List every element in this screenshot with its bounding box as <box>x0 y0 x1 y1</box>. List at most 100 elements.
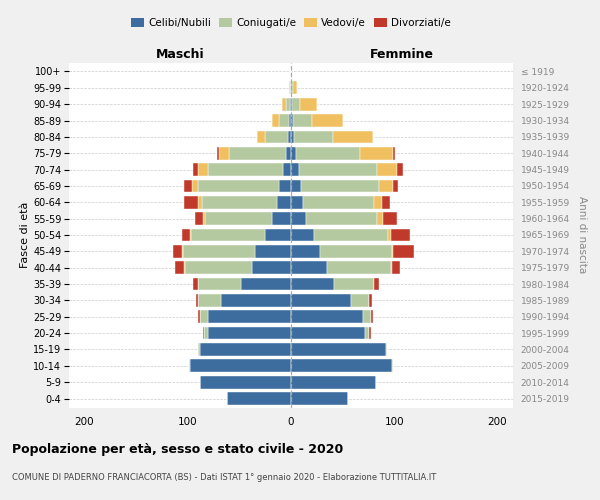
Bar <box>203 326 204 340</box>
Bar <box>198 163 208 176</box>
Bar <box>371 310 373 323</box>
Bar <box>257 130 265 143</box>
Bar <box>370 294 371 307</box>
Bar <box>392 262 400 274</box>
Bar <box>204 326 208 340</box>
Bar <box>203 212 205 225</box>
Bar <box>304 196 374 208</box>
Bar <box>301 180 379 192</box>
Bar <box>190 360 291 372</box>
Bar <box>374 278 379 290</box>
Bar <box>365 326 370 340</box>
Text: Popolazione per età, sesso e stato civile - 2020: Popolazione per età, sesso e stato civil… <box>12 442 343 456</box>
Bar <box>388 228 391 241</box>
Bar <box>198 278 241 290</box>
Bar <box>198 294 221 307</box>
Bar <box>272 114 278 127</box>
Bar <box>198 196 202 208</box>
Bar <box>391 262 392 274</box>
Bar <box>391 228 410 241</box>
Bar <box>173 245 182 258</box>
Bar <box>393 147 395 160</box>
Bar <box>291 196 304 208</box>
Bar <box>299 163 377 176</box>
Bar <box>379 180 393 192</box>
Bar <box>208 326 291 340</box>
Text: Femmine: Femmine <box>370 48 433 61</box>
Bar <box>291 326 365 340</box>
Bar <box>377 163 397 176</box>
Bar <box>291 278 334 290</box>
Bar <box>382 196 390 208</box>
Y-axis label: Fasce di età: Fasce di età <box>20 202 30 268</box>
Bar <box>351 294 370 307</box>
Bar <box>200 376 291 388</box>
Bar <box>291 147 296 160</box>
Bar <box>374 196 382 208</box>
Bar <box>289 114 291 127</box>
Bar <box>205 212 272 225</box>
Bar <box>198 180 278 192</box>
Bar <box>196 294 198 307</box>
Bar <box>320 245 392 258</box>
Bar <box>393 245 414 258</box>
Bar <box>291 294 351 307</box>
Bar <box>296 147 360 160</box>
Bar <box>193 163 198 176</box>
Bar <box>291 180 301 192</box>
Bar <box>184 196 198 208</box>
Bar <box>286 147 291 160</box>
Bar <box>300 98 317 110</box>
Bar <box>200 343 291 356</box>
Legend: Celibi/Nubili, Coniugati/e, Vedovi/e, Divorziati/e: Celibi/Nubili, Coniugati/e, Vedovi/e, Di… <box>127 14 455 32</box>
Bar <box>370 326 371 340</box>
Bar <box>393 180 398 192</box>
Bar <box>383 212 397 225</box>
Bar <box>208 310 291 323</box>
Bar <box>192 180 198 192</box>
Bar <box>229 147 286 160</box>
Bar <box>291 343 386 356</box>
Bar <box>307 212 377 225</box>
Bar <box>293 114 311 127</box>
Bar <box>182 228 190 241</box>
Bar <box>392 360 393 372</box>
Bar <box>278 180 291 192</box>
Bar <box>189 360 190 372</box>
Bar <box>291 262 327 274</box>
Bar <box>386 343 387 356</box>
Bar <box>193 278 198 290</box>
Bar <box>185 262 252 274</box>
Bar <box>293 82 297 94</box>
Text: Maschi: Maschi <box>156 48 205 61</box>
Bar <box>292 98 300 110</box>
Bar <box>182 245 255 258</box>
Bar <box>191 228 265 241</box>
Bar <box>252 262 291 274</box>
Bar <box>255 245 291 258</box>
Bar <box>200 310 208 323</box>
Bar <box>198 310 200 323</box>
Bar <box>272 212 291 225</box>
Bar <box>397 163 403 176</box>
Bar <box>282 98 286 110</box>
Bar <box>291 82 293 94</box>
Bar <box>291 228 314 241</box>
Bar <box>277 196 291 208</box>
Bar <box>334 278 374 290</box>
Bar <box>327 262 391 274</box>
Bar <box>290 98 291 110</box>
Bar <box>291 130 294 143</box>
Bar <box>291 245 320 258</box>
Bar <box>175 262 184 274</box>
Bar <box>278 114 289 127</box>
Bar <box>227 392 291 405</box>
Bar <box>377 212 383 225</box>
Y-axis label: Anni di nascita: Anni di nascita <box>577 196 587 274</box>
Bar <box>184 262 185 274</box>
Bar <box>291 212 307 225</box>
Bar <box>360 147 393 160</box>
Bar <box>219 147 229 160</box>
Bar <box>265 130 288 143</box>
Bar <box>291 360 392 372</box>
